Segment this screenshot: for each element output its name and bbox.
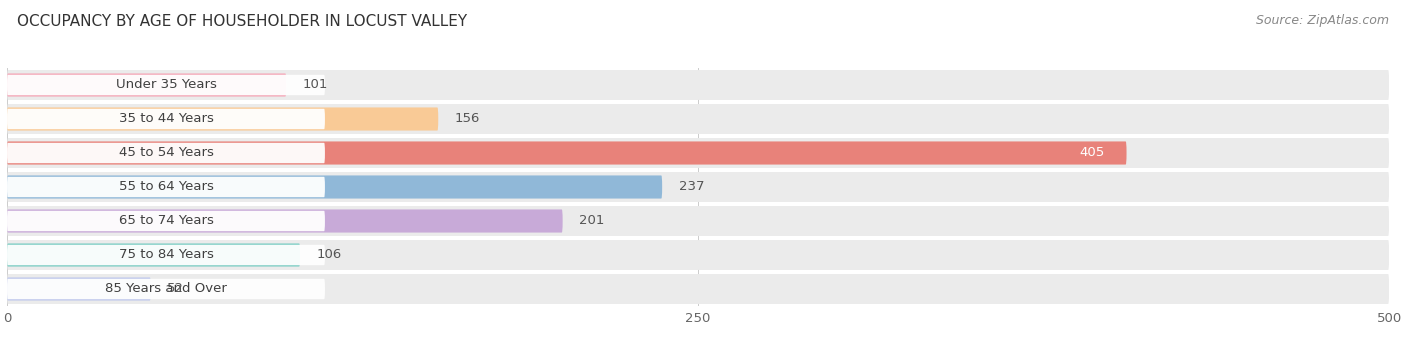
FancyBboxPatch shape — [7, 240, 1389, 270]
FancyBboxPatch shape — [7, 138, 1389, 168]
Text: 201: 201 — [579, 215, 605, 227]
FancyBboxPatch shape — [7, 109, 325, 129]
FancyBboxPatch shape — [7, 104, 1389, 134]
FancyBboxPatch shape — [7, 243, 299, 267]
FancyBboxPatch shape — [7, 175, 662, 199]
Text: 35 to 44 Years: 35 to 44 Years — [118, 113, 214, 125]
Text: 237: 237 — [679, 181, 704, 193]
Text: 55 to 64 Years: 55 to 64 Years — [118, 181, 214, 193]
FancyBboxPatch shape — [7, 172, 1389, 202]
Text: 106: 106 — [316, 249, 342, 261]
Text: 156: 156 — [454, 113, 481, 125]
Text: OCCUPANCY BY AGE OF HOUSEHOLDER IN LOCUST VALLEY: OCCUPANCY BY AGE OF HOUSEHOLDER IN LOCUS… — [17, 14, 467, 29]
FancyBboxPatch shape — [7, 70, 1389, 100]
FancyBboxPatch shape — [7, 177, 325, 197]
FancyBboxPatch shape — [7, 274, 1389, 304]
FancyBboxPatch shape — [7, 143, 325, 163]
Text: Under 35 Years: Under 35 Years — [115, 79, 217, 91]
Text: 52: 52 — [167, 283, 184, 295]
FancyBboxPatch shape — [7, 245, 325, 265]
Text: 405: 405 — [1080, 147, 1105, 159]
FancyBboxPatch shape — [7, 141, 1126, 165]
Text: Source: ZipAtlas.com: Source: ZipAtlas.com — [1256, 14, 1389, 27]
FancyBboxPatch shape — [7, 209, 562, 233]
FancyBboxPatch shape — [7, 75, 325, 95]
Text: 45 to 54 Years: 45 to 54 Years — [118, 147, 214, 159]
FancyBboxPatch shape — [7, 206, 1389, 236]
Text: 85 Years and Over: 85 Years and Over — [105, 283, 226, 295]
FancyBboxPatch shape — [7, 73, 287, 97]
FancyBboxPatch shape — [7, 279, 325, 299]
Text: 75 to 84 Years: 75 to 84 Years — [118, 249, 214, 261]
FancyBboxPatch shape — [7, 107, 439, 131]
Text: 101: 101 — [302, 79, 328, 91]
Text: 65 to 74 Years: 65 to 74 Years — [118, 215, 214, 227]
FancyBboxPatch shape — [7, 211, 325, 231]
FancyBboxPatch shape — [7, 277, 150, 301]
